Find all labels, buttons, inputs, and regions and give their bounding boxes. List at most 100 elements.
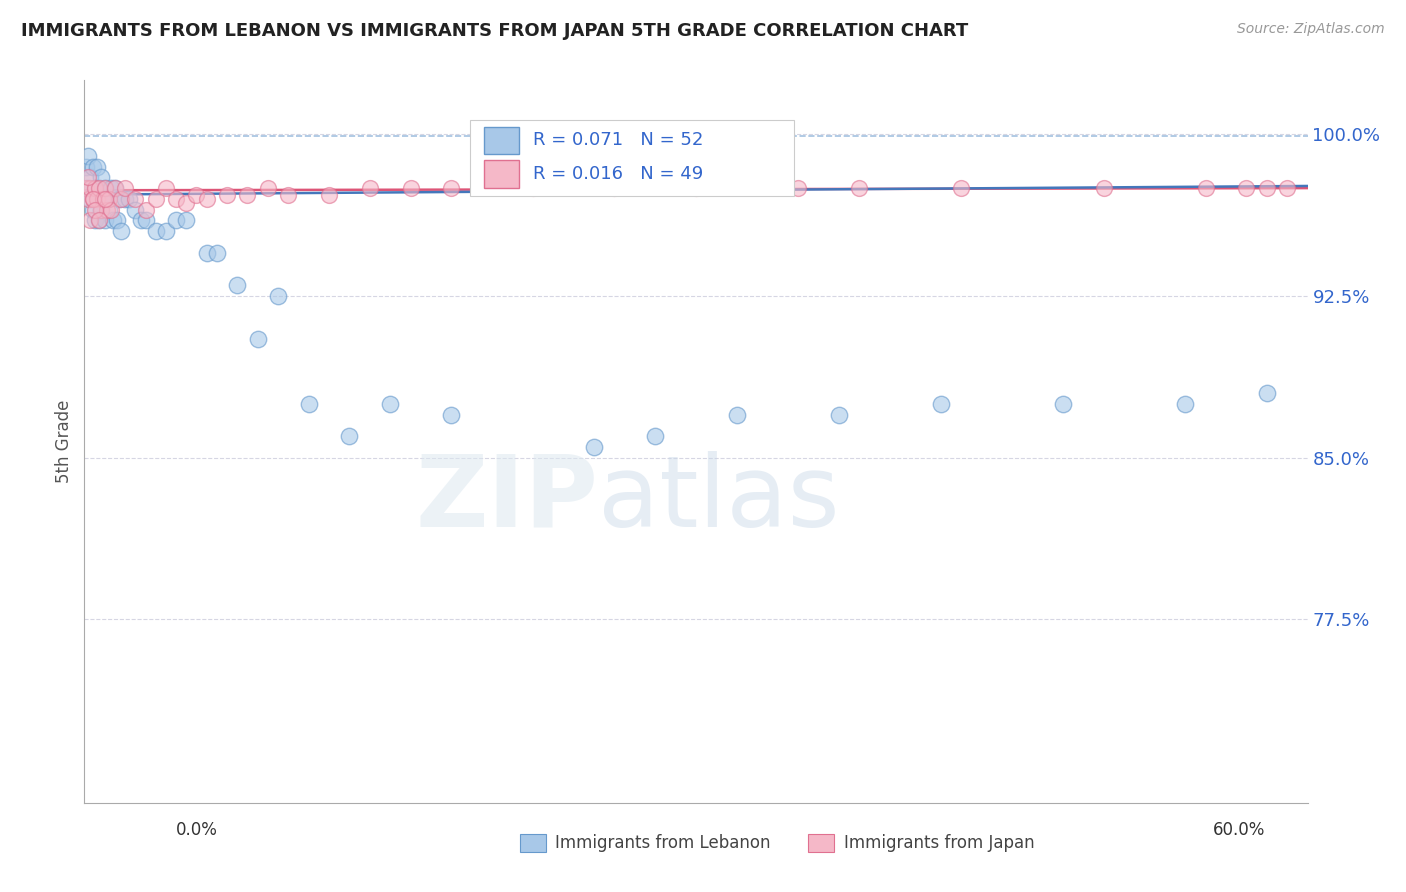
- Point: [131, 213, 153, 227]
- Point: [195, 192, 218, 206]
- Point: [77, 192, 100, 206]
- Point: [118, 192, 141, 206]
- Point: [97, 192, 120, 206]
- Point: [96, 192, 118, 206]
- Point: [97, 202, 120, 217]
- Point: [96, 202, 118, 217]
- Point: [87, 213, 110, 227]
- Point: [155, 224, 177, 238]
- Point: [380, 397, 402, 411]
- Point: [82, 202, 104, 217]
- Point: [93, 181, 115, 195]
- Point: [359, 181, 381, 195]
- Point: [186, 187, 208, 202]
- Point: [135, 202, 157, 217]
- Point: [828, 408, 851, 422]
- Text: atlas: atlas: [598, 450, 839, 548]
- Point: [318, 187, 340, 202]
- Point: [91, 192, 114, 206]
- Point: [87, 213, 110, 227]
- Point: [205, 245, 228, 260]
- Point: [108, 192, 131, 206]
- Point: [114, 192, 136, 206]
- Point: [83, 181, 105, 195]
- Point: [105, 213, 128, 227]
- Point: [135, 213, 157, 227]
- Text: Immigrants from Japan: Immigrants from Japan: [844, 834, 1035, 852]
- Point: [101, 213, 124, 227]
- Point: [725, 408, 748, 422]
- Point: [1092, 181, 1115, 195]
- FancyBboxPatch shape: [470, 120, 794, 196]
- Text: Immigrants from Lebanon: Immigrants from Lebanon: [555, 834, 770, 852]
- Point: [929, 397, 952, 411]
- Point: [75, 160, 97, 174]
- Point: [644, 429, 666, 443]
- Point: [87, 181, 110, 195]
- Point: [339, 429, 361, 443]
- Point: [399, 181, 422, 195]
- Text: R = 0.071   N = 52: R = 0.071 N = 52: [533, 131, 703, 149]
- Point: [267, 289, 290, 303]
- Point: [145, 192, 167, 206]
- Point: [100, 202, 122, 217]
- Point: [86, 192, 108, 206]
- Point: [114, 181, 136, 195]
- Point: [195, 245, 218, 260]
- Point: [83, 202, 105, 217]
- Text: IMMIGRANTS FROM LEBANON VS IMMIGRANTS FROM JAPAN 5TH GRADE CORRELATION CHART: IMMIGRANTS FROM LEBANON VS IMMIGRANTS FR…: [21, 22, 969, 40]
- Point: [1174, 397, 1197, 411]
- Bar: [484, 161, 519, 188]
- Text: 60.0%: 60.0%: [1213, 821, 1265, 838]
- Point: [787, 181, 810, 195]
- Point: [440, 181, 463, 195]
- Point: [90, 202, 112, 217]
- Point: [82, 192, 104, 206]
- Point: [91, 192, 114, 206]
- Point: [226, 278, 249, 293]
- Point: [82, 192, 104, 206]
- Point: [77, 170, 100, 185]
- Point: [104, 181, 127, 195]
- Point: [155, 181, 177, 195]
- Point: [93, 192, 115, 206]
- Point: [79, 170, 101, 185]
- Point: [90, 202, 112, 217]
- Point: [110, 224, 132, 238]
- Point: [685, 181, 707, 195]
- Point: [83, 181, 105, 195]
- Point: [124, 202, 146, 217]
- Point: [79, 181, 101, 195]
- Point: [124, 192, 146, 206]
- Point: [90, 170, 112, 185]
- Point: [257, 181, 280, 195]
- Point: [79, 192, 101, 206]
- Point: [165, 192, 187, 206]
- Point: [100, 181, 122, 195]
- Point: [110, 192, 132, 206]
- Point: [165, 213, 187, 227]
- Point: [93, 181, 115, 195]
- Point: [1277, 181, 1299, 195]
- Point: [1236, 181, 1258, 195]
- Point: [104, 181, 127, 195]
- Point: [217, 187, 239, 202]
- Point: [1256, 386, 1278, 401]
- Point: [145, 224, 167, 238]
- Point: [86, 160, 108, 174]
- Text: Source: ZipAtlas.com: Source: ZipAtlas.com: [1237, 22, 1385, 37]
- Point: [87, 181, 110, 195]
- Point: [440, 408, 463, 422]
- Point: [82, 160, 104, 174]
- Text: ZIP: ZIP: [415, 450, 598, 548]
- Point: [603, 181, 626, 195]
- Point: [950, 181, 973, 195]
- Point: [298, 397, 321, 411]
- Point: [236, 187, 259, 202]
- Point: [93, 213, 115, 227]
- Point: [583, 440, 606, 454]
- Point: [1052, 397, 1074, 411]
- Point: [86, 192, 108, 206]
- Point: [174, 196, 197, 211]
- Point: [83, 213, 105, 227]
